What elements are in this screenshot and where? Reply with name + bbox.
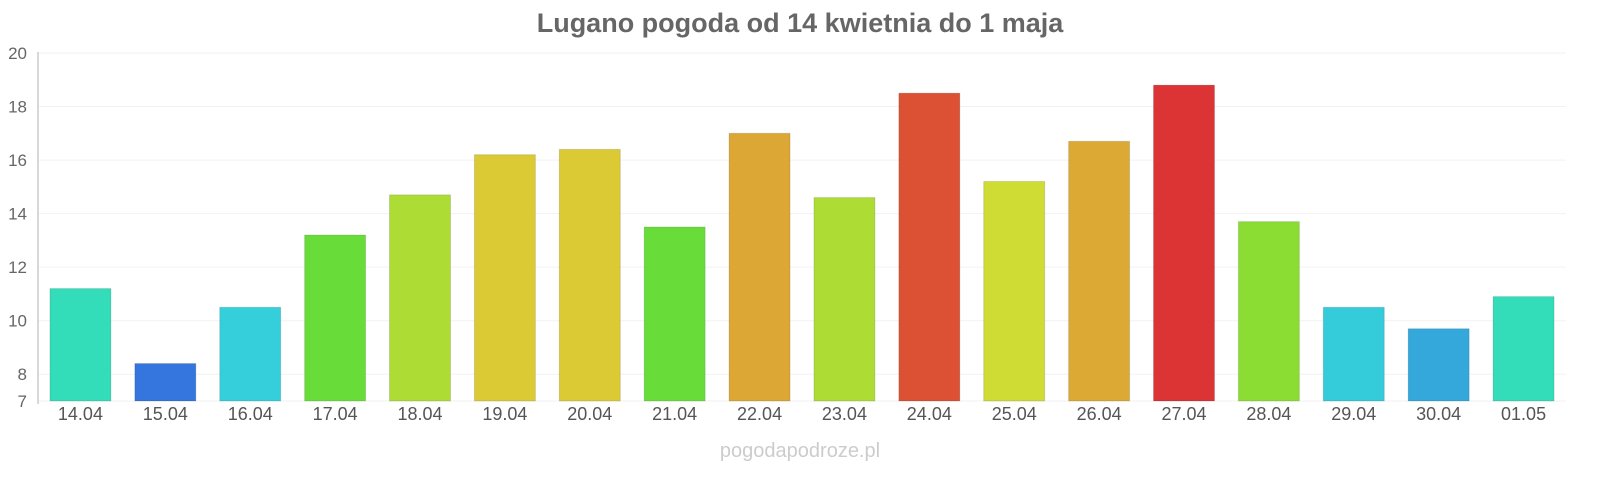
bar-29.04[interactable]: 29.04: 10.5 — [1322, 306, 1385, 402]
x-tick-label: 18.04 — [397, 404, 442, 424]
bar-24.04[interactable]: 24.04: 18.5 — [898, 92, 961, 402]
x-tick-label: 21.04 — [652, 404, 697, 424]
y-tick-label: 10 — [8, 312, 27, 331]
bar-17.04[interactable]: 17.04: 13.2 — [304, 234, 367, 402]
x-tick-label: 16.04 — [228, 404, 273, 424]
bar-30.04[interactable]: 30.04: 9.7 — [1407, 328, 1470, 402]
x-tick-label: 17.04 — [313, 404, 358, 424]
bar-15.04[interactable]: 15.04: 8.4 — [134, 363, 197, 402]
bar-19.04[interactable]: 19.04: 16.2 — [473, 154, 536, 402]
x-tick-label: 14.04 — [58, 404, 103, 424]
x-tick-label: 30.04 — [1416, 404, 1461, 424]
bar-23.04[interactable]: 23.04: 14.6 — [813, 197, 876, 402]
x-tick-label: 24.04 — [907, 404, 952, 424]
bar-01.05[interactable]: 01.05: 10.9 — [1492, 296, 1555, 402]
x-tick-label: 26.04 — [1077, 404, 1122, 424]
chart-title: Lugano pogoda od 14 kwietnia do 1 maja — [537, 8, 1065, 38]
x-tick-label: 22.04 — [737, 404, 782, 424]
watermark: pogodapodroze.pl — [720, 440, 880, 462]
bar-27.04[interactable]: 27.04: 18.8 — [1153, 84, 1215, 402]
bar-20.04[interactable]: 20.04: 16.4 — [558, 148, 621, 402]
y-tick-label: 18 — [8, 98, 27, 117]
bar-26.04[interactable]: 26.04: 16.7 — [1068, 140, 1131, 402]
x-tick-label: 23.04 — [822, 404, 867, 424]
y-tick-label: 12 — [8, 258, 27, 277]
bar-22.04[interactable]: 22.04: 17 — [728, 132, 791, 402]
x-tick-label: 25.04 — [992, 404, 1037, 424]
y-tick-label: 16 — [8, 151, 27, 170]
x-tick-label: 20.04 — [567, 404, 612, 424]
x-tick-label: 19.04 — [482, 404, 527, 424]
bar-28.04[interactable]: 28.04: 13.7 — [1237, 221, 1300, 402]
bar-25.04[interactable]: 25.04: 15.2 — [983, 180, 1046, 402]
bar-18.04[interactable]: 18.04: 14.7 — [389, 194, 451, 402]
y-tick-label: 7 — [18, 392, 27, 411]
y-tick-label: 20 — [8, 44, 27, 63]
x-tick-label: 28.04 — [1246, 404, 1291, 424]
x-tick-label: 29.04 — [1331, 404, 1376, 424]
bar-14.04[interactable]: 14.04: 11.2 — [49, 288, 112, 402]
y-tick-label: 14 — [8, 205, 27, 224]
x-tick-label: 01.05 — [1501, 404, 1546, 424]
x-tick-label: 27.04 — [1161, 404, 1206, 424]
bar-16.04[interactable]: 16.04: 10.5 — [219, 306, 282, 402]
x-tick-label: 15.04 — [143, 404, 188, 424]
y-tick-label: 8 — [18, 365, 27, 384]
bar-21.04[interactable]: 21.04: 13.5 — [643, 226, 706, 402]
